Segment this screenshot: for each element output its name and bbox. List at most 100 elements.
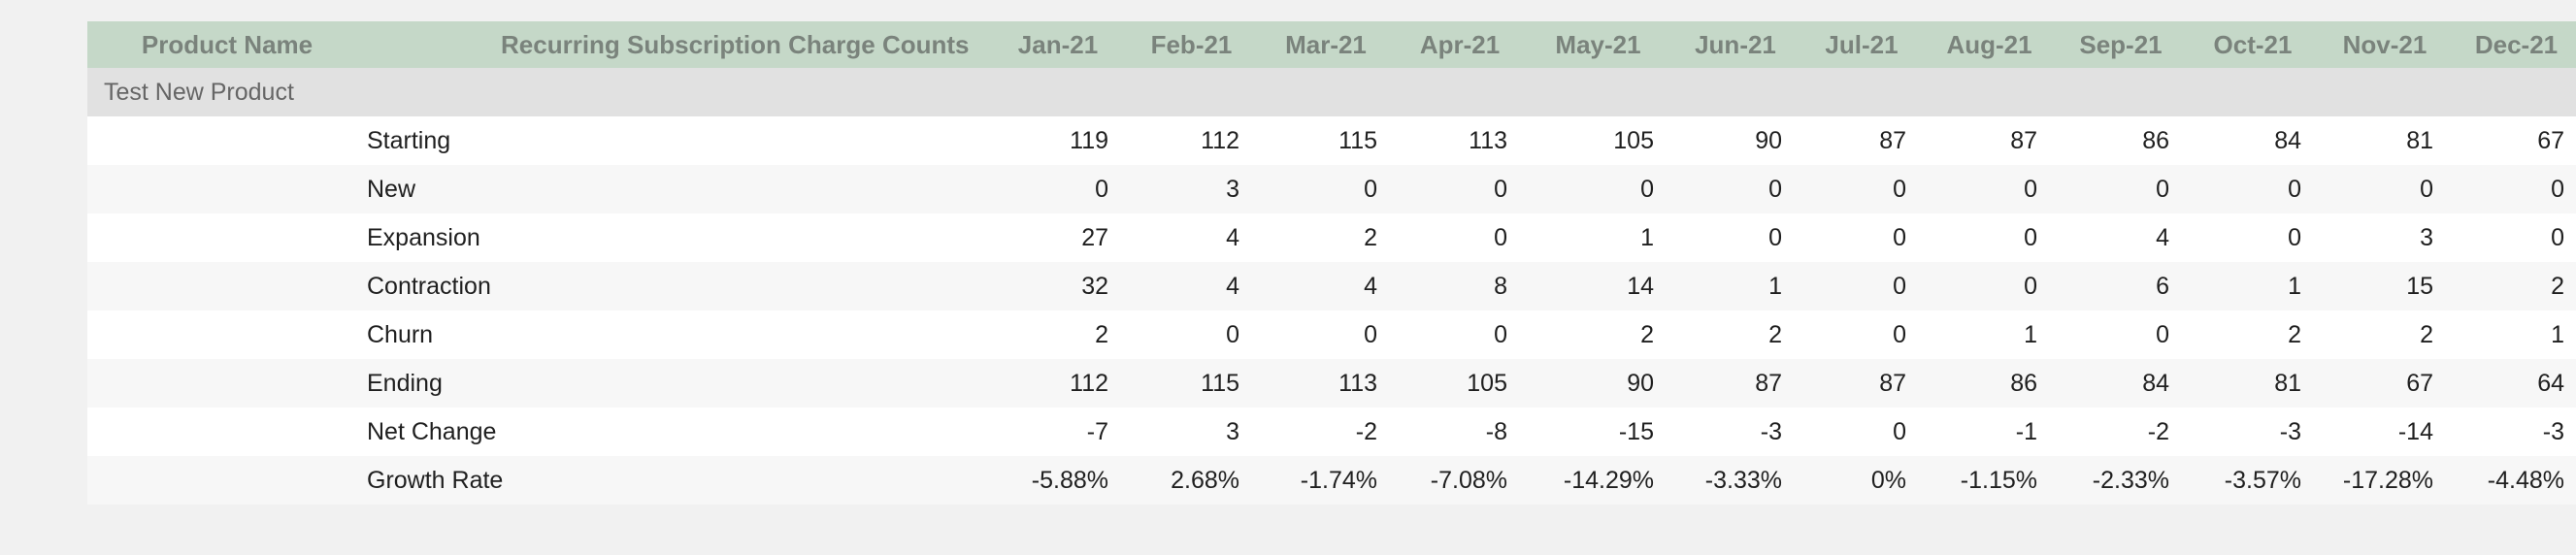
header-month[interactable]: Nov-21 <box>2342 29 2427 59</box>
header-metric[interactable]: Recurring Subscription Charge Counts <box>501 29 970 59</box>
value-cell: 15 <box>2406 272 2433 300</box>
value-cell: -14.29% <box>1563 466 1654 494</box>
value-cell: 105 <box>1613 126 1654 154</box>
value-cell: 81 <box>2406 126 2433 154</box>
header-month[interactable]: Jan-21 <box>1017 29 1099 59</box>
value-cell: 87 <box>1755 369 1782 397</box>
value-cell: 32 <box>1081 272 1108 300</box>
header-month[interactable]: Oct-21 <box>2213 29 2293 59</box>
value-cell: 67 <box>2406 369 2433 397</box>
subscription-charge-table: Product Name Recurring Subscription Char… <box>87 21 2576 505</box>
header-row: Product Name Recurring Subscription Char… <box>87 21 2576 68</box>
metric-label: Churn <box>367 320 434 348</box>
value-cell: 0 <box>1494 223 1507 251</box>
value-cell: 0 <box>1893 320 1906 348</box>
product-name-cell <box>87 456 367 505</box>
table-row: Ending 112 115 113 105 90 87 87 86 84 81 67 64 <box>87 359 2576 408</box>
value-cell: -17.28% <box>2342 466 2433 494</box>
metric-label: New <box>367 175 416 203</box>
header-month[interactable]: May-21 <box>1555 29 1641 59</box>
value-cell: 8 <box>1494 272 1507 300</box>
header-month[interactable]: Jun-21 <box>1695 29 1776 59</box>
value-cell: -7.08% <box>1430 466 1507 494</box>
value-cell: -7 <box>1086 417 1108 445</box>
product-name-cell <box>87 213 367 262</box>
value-cell: 0 <box>1226 320 1239 348</box>
table-row: New 0 3 0 0 0 0 0 0 0 0 0 0 <box>87 165 2576 213</box>
header-month[interactable]: Sep-21 <box>2079 29 2163 59</box>
value-cell: 0 <box>1095 175 1108 203</box>
value-cell: -3 <box>2542 417 2564 445</box>
value-cell: -3 <box>2279 417 2301 445</box>
value-cell: 0 <box>2156 175 2169 203</box>
header-product-name[interactable]: Product Name <box>141 29 314 59</box>
value-cell: -3.57% <box>2224 466 2301 494</box>
value-cell: 0 <box>2288 223 2301 251</box>
value-cell: 0 <box>1893 223 1906 251</box>
value-cell: 2 <box>2288 320 2301 348</box>
value-cell: 0% <box>1870 466 1906 494</box>
value-cell: 87 <box>2010 126 2037 154</box>
product-name-cell <box>87 359 367 408</box>
value-cell: 0 <box>2420 175 2433 203</box>
product-name-cell <box>87 310 367 359</box>
value-cell: 1 <box>2288 272 2301 300</box>
value-cell: 105 <box>1467 369 1507 397</box>
value-cell: 81 <box>2274 369 2301 397</box>
metric-label: Growth Rate <box>367 466 504 494</box>
table-row: Starting 119 112 115 113 105 90 87 87 86 84 81 67 <box>87 116 2576 165</box>
value-cell: 64 <box>2537 369 2564 397</box>
value-cell: 0 <box>1494 320 1507 348</box>
value-cell: 87 <box>1879 126 1906 154</box>
value-cell: 115 <box>1338 126 1377 154</box>
value-cell: 67 <box>2537 126 2564 154</box>
value-cell: 4 <box>1226 223 1239 251</box>
value-cell: 2 <box>1095 320 1108 348</box>
value-cell: -15 <box>1618 417 1654 445</box>
value-cell: 2 <box>1768 320 1782 348</box>
header-month[interactable]: Apr-21 <box>1419 29 1501 59</box>
value-cell: 113 <box>1469 126 1507 154</box>
value-cell: 0 <box>1893 272 1906 300</box>
header-month[interactable]: Feb-21 <box>1150 29 1233 59</box>
value-cell: 90 <box>1627 369 1654 397</box>
value-cell: 113 <box>1338 369 1377 397</box>
value-cell: -5.88% <box>1031 466 1108 494</box>
value-cell: 4 <box>2156 223 2169 251</box>
value-cell: 119 <box>1070 126 1108 154</box>
header-month[interactable]: Dec-21 <box>2474 29 2559 59</box>
table-row: Expansion 27 4 2 0 1 0 0 0 4 0 3 0 <box>87 213 2576 262</box>
metric-label: Contraction <box>367 272 491 300</box>
value-cell: 84 <box>2274 126 2301 154</box>
value-cell: 1 <box>1768 272 1782 300</box>
value-cell: -2.33% <box>2092 466 2169 494</box>
value-cell: 86 <box>2142 126 2169 154</box>
value-cell: 3 <box>2420 223 2433 251</box>
value-cell: 4 <box>1226 272 1239 300</box>
value-cell: 0 <box>1364 320 1377 348</box>
value-cell: 0 <box>2288 175 2301 203</box>
value-cell: -4.48% <box>2487 466 2564 494</box>
value-cell: -2 <box>2147 417 2169 445</box>
value-cell: 112 <box>1070 369 1108 397</box>
table-row: Contraction 32 4 4 8 14 1 0 0 6 1 15 2 <box>87 262 2576 310</box>
value-cell: -8 <box>1485 417 1507 445</box>
header-month[interactable]: Aug-21 <box>1946 29 2032 59</box>
value-cell: 2 <box>1364 223 1377 251</box>
value-cell: 0 <box>1494 175 1507 203</box>
value-cell: 3 <box>1226 175 1239 203</box>
value-cell: 2 <box>2551 272 2564 300</box>
value-cell: 86 <box>2010 369 2037 397</box>
value-cell: 27 <box>1081 223 1108 251</box>
value-cell: -14 <box>2397 417 2433 445</box>
value-cell: 1 <box>2551 320 2564 348</box>
value-cell: 0 <box>1364 175 1377 203</box>
value-cell: -3 <box>1760 417 1782 445</box>
value-cell: 0 <box>2551 175 2564 203</box>
value-cell: 112 <box>1201 126 1239 154</box>
header-month[interactable]: Jul-21 <box>1825 29 1899 59</box>
value-cell: 0 <box>2024 223 2037 251</box>
table-row: Growth Rate -5.88% 2.68% -1.74% -7.08% -14.29… <box>87 456 2576 505</box>
value-cell: 3 <box>1226 417 1239 445</box>
header-month[interactable]: Mar-21 <box>1285 29 1367 59</box>
